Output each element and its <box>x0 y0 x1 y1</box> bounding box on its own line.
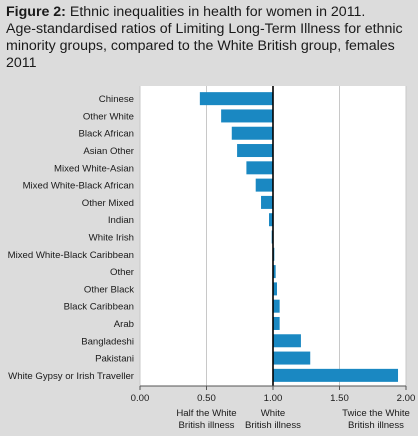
category-label-9: Mixed White-Black Caribbean <box>8 250 134 261</box>
bar-5 <box>255 178 273 192</box>
category-label-14: Bangladeshi <box>81 336 134 347</box>
x-tick-layer: 0.00 0.50 1.00 1.50 2.00 <box>131 385 416 404</box>
category-label-15: Pakistani <box>95 354 134 365</box>
category-label-5: Mixed White-Black African <box>23 181 134 192</box>
category-label-2: Black African <box>79 129 134 140</box>
category-label-1: Other White <box>83 111 134 122</box>
annotation-0-line-1: British illness <box>179 420 235 431</box>
category-label-16: White Gypsy or Irish Traveller <box>8 371 135 382</box>
category-label-11: Other Black <box>84 284 134 295</box>
x-tick-label-3: 1.50 <box>330 393 349 404</box>
category-label-8: White Irish <box>89 233 134 244</box>
bar-0 <box>199 92 273 106</box>
annotation-2-line-0: Twice the White <box>342 408 410 419</box>
bar-7 <box>269 213 273 227</box>
category-label-4: Mixed White-Asian <box>54 163 134 174</box>
bar-10 <box>273 265 276 279</box>
annotation-1-line-1: British illness <box>245 420 301 431</box>
bar-layer <box>199 92 399 382</box>
category-label-6: Other Mixed <box>82 198 134 209</box>
x-tick-label-0: 0.00 <box>131 393 150 404</box>
category-label-13: Arab <box>114 319 134 330</box>
bar-2 <box>231 126 273 140</box>
x-tick-label-4: 2.00 <box>397 393 416 404</box>
annotation-2-line-1: British illness <box>348 420 404 431</box>
annotation-0-line-0: Half the White <box>176 408 236 419</box>
bar-12 <box>273 299 280 313</box>
category-label-0: Chinese <box>99 94 134 105</box>
bar-15 <box>273 351 311 365</box>
bar-16 <box>273 368 399 382</box>
bar-14 <box>273 334 301 348</box>
bar-11 <box>273 282 277 296</box>
category-label-layer: Chinese Other White Black African Asian Oth… <box>8 94 135 382</box>
bar-3 <box>237 144 273 158</box>
bar-6 <box>261 195 273 209</box>
chart-title: Ethnic inequalities in health for women … <box>69 4 366 20</box>
x-tick-label-2: 1.00 <box>264 393 283 404</box>
category-label-10: Other <box>110 267 135 278</box>
category-label-7: Indian <box>108 215 134 226</box>
category-label-12: Black Caribbean <box>64 302 134 313</box>
chart-header: Figure 2: Ethnic inequalities in health … <box>6 4 414 72</box>
x-tick-label-1: 0.50 <box>197 393 216 404</box>
grid-layer <box>139 86 407 386</box>
category-label-3: Asian Other <box>83 146 134 157</box>
figure-label: Figure 2: <box>6 4 66 20</box>
bar-4 <box>246 161 273 175</box>
bar-13 <box>273 316 280 330</box>
chart-subtitle: Age-standardised ratios of Limiting Long… <box>6 21 403 71</box>
annotation-1-line-0: White <box>261 408 286 419</box>
bar-1 <box>221 109 273 123</box>
